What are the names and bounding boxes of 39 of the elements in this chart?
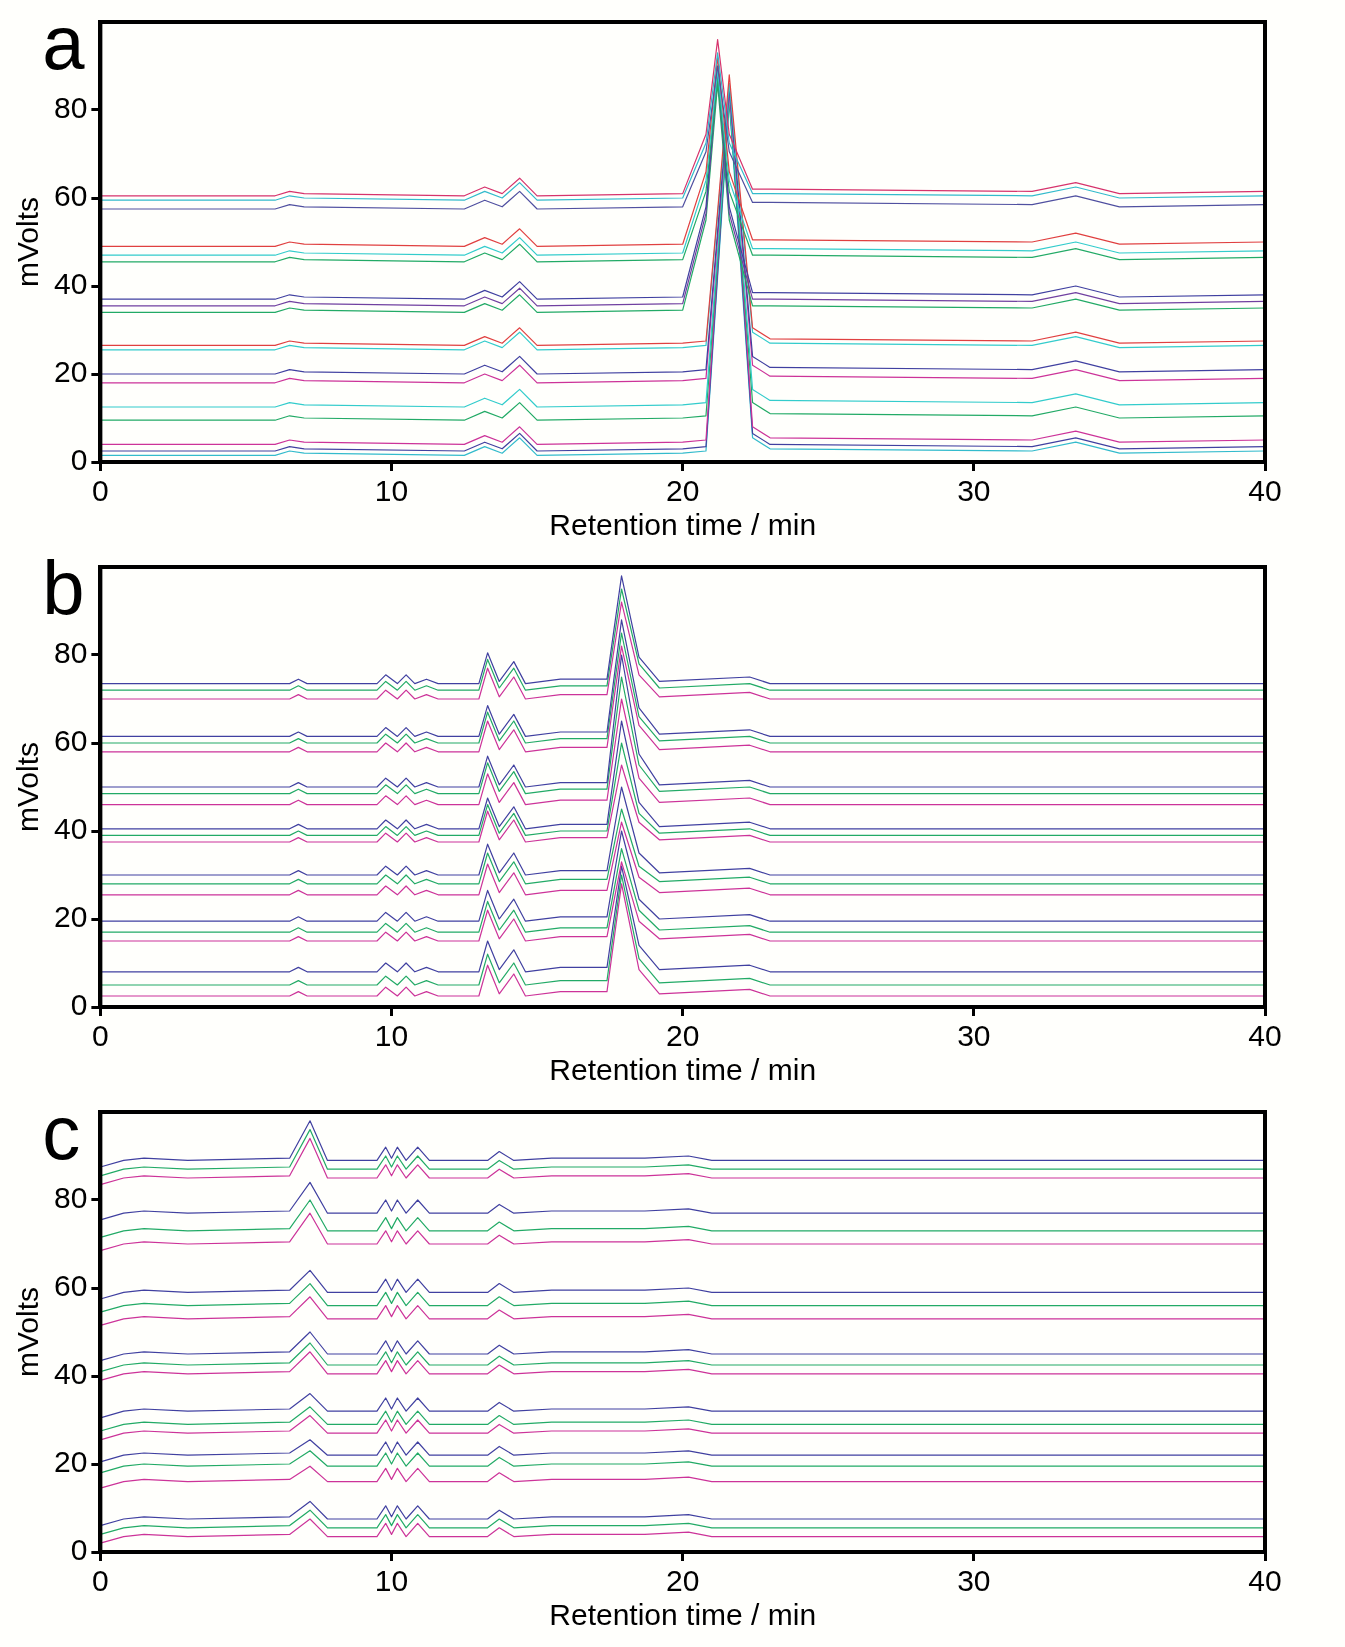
y-tick-label: 40 <box>53 1357 88 1391</box>
y-tick-label: 40 <box>53 267 88 301</box>
y-axis-title: mVolts <box>11 741 45 833</box>
chart-title: c <box>42 1089 81 1175</box>
x-axis-title: Retention time / min <box>549 1053 817 1087</box>
y-tick-label: 60 <box>53 724 88 758</box>
y-tick-label: 80 <box>53 636 88 670</box>
x-tick-label: 10 <box>374 1564 409 1598</box>
y-tick-label: 80 <box>53 1181 88 1215</box>
x-tick-label: 0 <box>92 1019 109 1053</box>
y-tick-label: 80 <box>53 91 88 125</box>
chart-title: a <box>42 0 86 85</box>
y-tick-label: 60 <box>53 179 88 213</box>
y-axis-title: mVolts <box>11 1286 45 1378</box>
y-tick-label: 20 <box>53 355 88 389</box>
x-tick-label: 10 <box>374 474 409 508</box>
y-tick-label: 20 <box>53 900 88 934</box>
x-tick-label: 40 <box>1248 1564 1282 1598</box>
y-tick-label: 0 <box>70 443 88 477</box>
y-tick-label: 60 <box>53 1269 88 1303</box>
x-tick-label: 0 <box>92 1564 109 1598</box>
x-tick-label: 0 <box>92 474 109 508</box>
y-axis-title: mVolts <box>11 196 45 288</box>
y-tick-label: 0 <box>70 988 88 1022</box>
x-axis-title: Retention time / min <box>549 508 817 542</box>
x-tick-label: 20 <box>666 1019 700 1053</box>
x-tick-label: 30 <box>957 1564 991 1598</box>
x-axis-title: Retention time / min <box>549 1598 817 1632</box>
x-tick-label: 40 <box>1248 1019 1282 1053</box>
x-tick-label: 40 <box>1248 474 1282 508</box>
x-tick-label: 30 <box>957 474 991 508</box>
x-tick-label: 20 <box>666 1564 700 1598</box>
x-tick-label: 30 <box>957 1019 991 1053</box>
y-tick-label: 20 <box>53 1445 88 1479</box>
y-tick-label: 40 <box>53 812 88 846</box>
chart-title: b <box>42 544 85 630</box>
x-tick-label: 10 <box>374 1019 409 1053</box>
x-tick-label: 20 <box>666 474 700 508</box>
y-tick-label: 0 <box>70 1533 88 1567</box>
